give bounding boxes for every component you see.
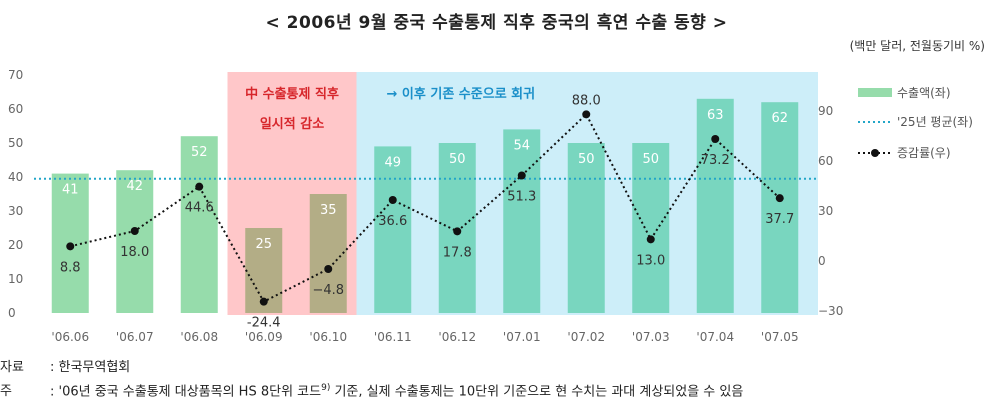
x-tick-label: '07.02 (567, 330, 605, 344)
bar-8 (567, 143, 605, 313)
x-tick-label: '06.06 (51, 330, 89, 344)
right-axis: −30 0 30 60 90 (818, 104, 843, 318)
x-tick-label: '07.05 (761, 330, 799, 344)
unit-note: (백만 달러, 전월동기비 %) (849, 39, 985, 53)
right-tick-label: 60 (818, 154, 833, 168)
x-tick-label: '07.04 (696, 330, 734, 344)
left-tick-label: 40 (8, 170, 23, 184)
left-axis: 0 10 20 30 40 50 60 70 (8, 68, 23, 320)
growth-point (582, 110, 591, 119)
bar-value-label: 63 (707, 108, 724, 123)
source-text: : 한국무역협회 (50, 360, 131, 375)
growth-value-label: 88.0 (572, 93, 601, 108)
growth-point (517, 171, 526, 180)
bar-value-label: 50 (578, 152, 595, 167)
left-tick-label: 10 (8, 272, 23, 286)
control-region-label-line1: 中 수출통제 직후 (245, 86, 339, 102)
recovery-region-label: → 이후 기존 수준으로 회귀 (387, 86, 536, 102)
right-tick-label: 30 (818, 204, 833, 218)
legend: 수출액(좌) '25년 평균(좌) 증감률(우) (858, 86, 973, 160)
left-tick-label: 50 (8, 136, 23, 150)
growth-value-label: −4.8 (312, 283, 344, 298)
bar-1 (116, 170, 154, 313)
x-tick-label: '06.08 (180, 330, 218, 344)
bar-value-label: 41 (62, 183, 79, 198)
growth-point (259, 297, 268, 306)
growth-point (324, 265, 333, 273)
note-superscript: 9) (321, 383, 331, 393)
bar-7 (503, 129, 541, 313)
x-tick-label: '06.07 (116, 330, 154, 344)
bar-value-label: 50 (642, 152, 659, 167)
bar-value-label: 54 (513, 138, 530, 153)
source-row: 자료 : 한국무역협회 (0, 357, 743, 378)
growth-value-label: 8.8 (60, 260, 81, 275)
legend-marker-growth (871, 149, 879, 157)
right-tick-label: 0 (818, 254, 826, 268)
legend-swatch-exports (858, 88, 892, 97)
chart-svg: 中 수출통제 직후 일시적 감소 → 이후 기존 수준으로 회귀 0 10 20 30… (8, 68, 973, 344)
source-label: 자료 (0, 360, 24, 375)
note-row: 주 : '06년 중국 수출통제 대상품목의 HS 8단위 코드9) 기준, 실제… (0, 378, 743, 402)
left-tick-label: 0 (8, 306, 16, 320)
left-tick-label: 20 (8, 238, 23, 252)
left-tick-label: 60 (8, 102, 23, 116)
footnotes: 자료 : 한국무역협회 주 : '06년 중국 수출통제 대상품목의 HS 8단위 … (0, 357, 743, 402)
growth-point (775, 194, 784, 203)
growth-point (66, 242, 75, 251)
growth-point (453, 227, 462, 236)
growth-value-label: 51.3 (507, 190, 536, 205)
bar-value-label: 35 (320, 203, 337, 218)
x-tick-label: '07.01 (503, 330, 541, 344)
bar-4 (309, 194, 347, 313)
growth-point (130, 227, 139, 235)
note-label: 주 (0, 384, 12, 400)
growth-value-label: 36.6 (378, 214, 407, 229)
x-tick-label: '07.03 (632, 330, 670, 344)
x-axis: '06.06 '06.07 '06.08 '06.09 '06.10 '06.11 '06.… (51, 330, 798, 344)
left-tick-label: 70 (8, 68, 23, 82)
growth-value-label: 18.0 (120, 245, 149, 260)
x-tick-label: '06.12 (438, 330, 476, 344)
x-tick-label: '06.11 (374, 330, 412, 344)
legend-label-growth: 증감률(우) (897, 146, 951, 160)
control-region-label-line2: 일시적 감소 (260, 116, 324, 132)
bar-10 (696, 98, 734, 313)
bar-5 (374, 146, 412, 313)
growth-line: 8.8 18.0 44.6 -24.4 −4.8 36.6 17.8 51.3 88.0 13.0… (60, 93, 794, 330)
note-text-post: 기준, 실제 수출통제는 10단위 기준으로 현 수치는 과대 계상되었을 수 … (330, 384, 744, 400)
bar-2 (180, 136, 218, 313)
bar-value-label: 42 (126, 179, 143, 194)
bar-value-label: 25 (255, 237, 272, 252)
bar-9 (632, 143, 670, 313)
legend-label-average: '25년 평균(좌) (897, 115, 973, 129)
note-text-pre: : '06년 중국 수출통제 대상품목의 HS 8단위 코드 (50, 384, 322, 400)
growth-point (388, 196, 397, 204)
growth-value-label: 37.7 (765, 212, 794, 227)
bar-value-label: 50 (449, 152, 466, 167)
growth-point (195, 182, 204, 191)
chart-title: < 2006년 9월 중국 수출통제 직후 중국의 흑연 수출 동향 > (265, 13, 728, 33)
bar-value-label: 52 (191, 145, 208, 160)
growth-value-label: 17.8 (443, 245, 472, 260)
legend-label-exports: 수출액(좌) (897, 86, 951, 100)
x-tick-label: '06.09 (245, 330, 283, 344)
growth-point (646, 235, 655, 244)
growth-value-label: 13.0 (636, 253, 665, 268)
growth-polyline (70, 112, 781, 303)
bar-value-label: 62 (771, 111, 788, 126)
right-tick-label: 90 (818, 104, 833, 118)
left-tick-label: 30 (8, 204, 23, 218)
growth-value-label: 44.6 (185, 201, 214, 216)
bar-11 (761, 102, 799, 313)
growth-value-label: -24.4 (247, 316, 281, 331)
growth-point (711, 135, 720, 143)
x-tick-label: '06.10 (309, 330, 347, 344)
right-tick-label: −30 (818, 304, 843, 318)
growth-value-label: 73.2 (701, 153, 730, 168)
bar-value-label: 49 (384, 155, 401, 170)
